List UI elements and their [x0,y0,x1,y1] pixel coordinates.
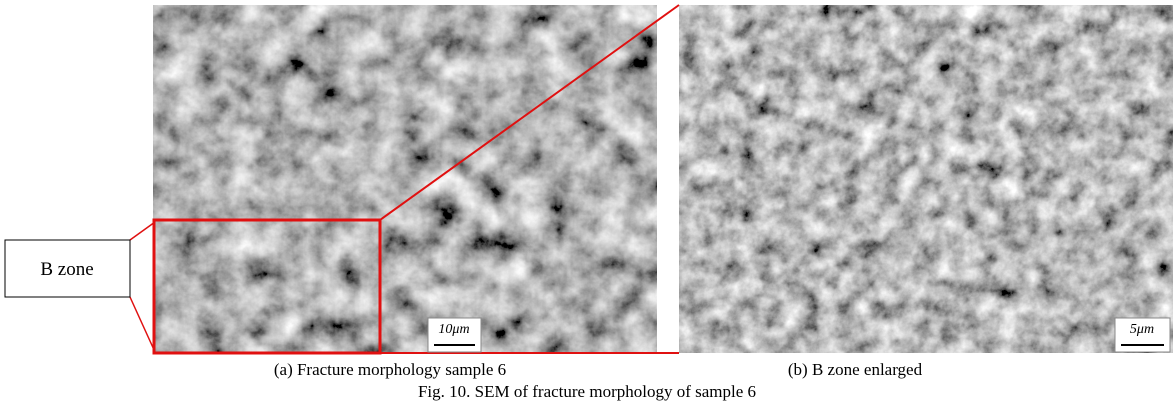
scale-label: 5μm [1130,322,1154,337]
sem-image-b [679,5,1173,353]
figure: B zone 10μm 5μm (a) Fracture morphology … [0,0,1173,413]
zone-label: B zone [40,259,93,280]
figure-caption: Fig. 10. SEM of fracture morphology of s… [418,382,756,401]
caption-a: (a) Fracture morphology sample 6 [274,360,506,379]
sem-image-a [153,5,657,353]
label-line [130,297,155,352]
label-line [130,222,155,240]
scale-label: 10μm [438,322,469,337]
page: B zone 10μm 5μm (a) Fracture morphology … [0,0,1173,413]
caption-b: (b) B zone enlarged [788,360,923,379]
